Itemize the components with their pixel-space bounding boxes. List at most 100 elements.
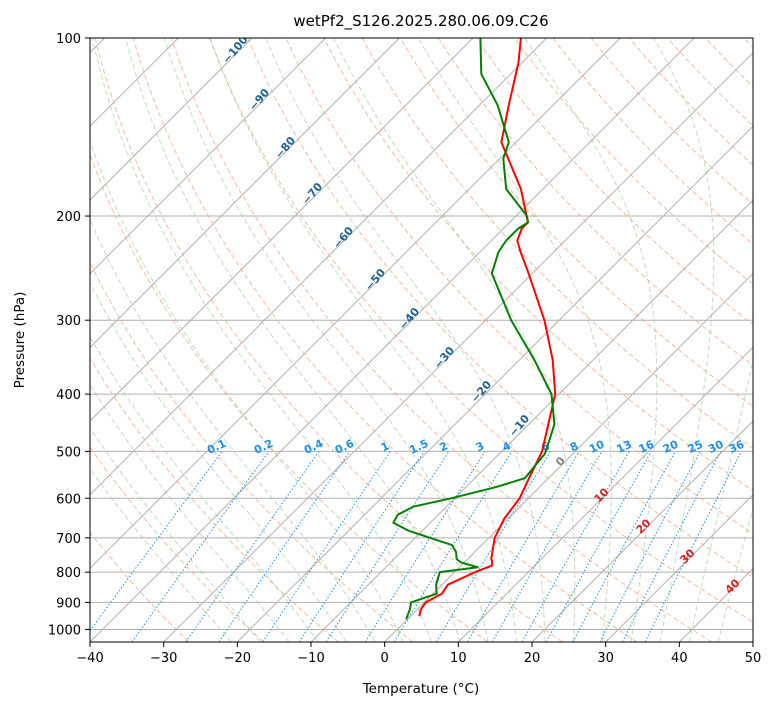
isotherm-line	[90, 38, 548, 496]
dry-adiabat-line	[247, 38, 753, 578]
y-tick-label: 900	[56, 596, 81, 611]
y-tick-label: 300	[56, 314, 81, 329]
x-tick-label: −40	[76, 651, 103, 666]
skewed-isotherms	[90, 38, 753, 642]
mixing-ratio-line	[545, 451, 652, 642]
x-tick-label: 50	[745, 651, 762, 666]
moist-adiabat-line	[688, 356, 753, 642]
moist-adiabat-line	[90, 467, 232, 642]
isotherm-line	[384, 272, 753, 642]
mixing-ratio-lines	[90, 451, 742, 642]
mixing-ratio-line	[521, 451, 630, 642]
moist-adiabat-line	[90, 427, 261, 642]
mixing-ratio-line	[599, 451, 701, 642]
mixing-ratio-label: 13	[615, 438, 634, 456]
moist-adiabat-line	[91, 38, 432, 642]
isotherm-line	[90, 38, 474, 422]
mixing-ratio-line	[185, 451, 320, 642]
moist-adiabat-line	[163, 38, 489, 642]
moist-adiabat-line	[333, 38, 576, 642]
x-tick-label: 10	[450, 651, 467, 666]
dry-adiabat-line	[94, 38, 563, 642]
y-tick-label: 400	[56, 388, 81, 403]
moist-adiabat-line	[209, 38, 517, 642]
dry-adiabat-line	[323, 38, 753, 492]
moist-adiabat-line	[90, 218, 376, 642]
x-tick-label: 40	[671, 651, 688, 666]
mixing-ratio-line	[218, 451, 351, 642]
dry-adiabat-line	[90, 446, 264, 642]
mixing-ratio-line	[298, 451, 425, 642]
y-tick-label: 600	[56, 492, 81, 507]
moist-adiabat-line	[90, 383, 290, 642]
axes-frame	[89, 37, 754, 643]
dry-adiabat-line	[514, 38, 753, 285]
x-axis-label: Temperature (°C)	[362, 681, 480, 697]
isotherm-line	[457, 346, 753, 642]
isotherm-line	[90, 38, 400, 349]
mixing-ratio-line	[621, 451, 722, 642]
mixing-ratio-label: 20	[661, 438, 681, 456]
mixing-ratio-label: 36	[727, 438, 747, 456]
moist-adiabat-line	[524, 38, 658, 642]
x-tick-label: 20	[524, 651, 541, 666]
mixing-ratio-label: 10	[587, 438, 607, 456]
mixing-ratio-line	[131, 451, 270, 642]
mixing-ratio-label: 16	[637, 438, 657, 456]
dry-adiabat-line	[90, 153, 488, 642]
y-tick-label: 100	[56, 32, 81, 47]
y-tick-label: 1000	[48, 623, 81, 638]
mixing-ratio-line	[393, 451, 513, 642]
y-tick-label: 800	[56, 566, 81, 581]
dry-adiabat-line	[437, 38, 753, 366]
moist-adiabat-line	[125, 38, 461, 642]
moist-adiabat-line	[717, 506, 753, 642]
mixing-ratio-line	[90, 451, 223, 632]
y-axis-ticks: 100 200 300 400 500 600 700 800 900 1000	[48, 32, 90, 638]
mixing-ratio-line	[325, 451, 450, 642]
chart-title: wetPf2_S126.2025.280.06.09.C26	[293, 12, 548, 31]
isotherm-line	[163, 51, 753, 642]
moist-adiabat-line	[90, 281, 347, 642]
dry-adiabat-line	[399, 38, 753, 408]
mixing-ratio-label: 25	[686, 438, 705, 456]
y-axis-label: Pressure (hPa)	[12, 292, 28, 389]
x-axis-ticks: −40 −30 −20 −10 0 10 20 30 40 50	[76, 642, 761, 666]
x-tick-label: −30	[150, 651, 177, 666]
temperature-profile-line	[418, 38, 557, 617]
isotherm-line	[90, 38, 253, 201]
mixing-ratio-line	[262, 451, 391, 642]
dry-adiabat-line	[90, 261, 414, 642]
moist-adiabat-line	[90, 139, 404, 642]
x-tick-label: 0	[381, 651, 389, 666]
y-tick-label: 200	[56, 210, 81, 225]
sounding-profiles	[392, 38, 557, 620]
dry-adiabat-line	[209, 38, 753, 623]
mixing-ratio-line	[435, 451, 552, 642]
moist-adiabat-line	[653, 38, 715, 642]
isotherm-line	[605, 493, 753, 642]
isotherm-line	[90, 38, 327, 275]
mixing-ratio-line	[644, 451, 742, 642]
plot-area: 0.1 0.2 0.4 0.6 1 1.5 2 3 4 6 8 10 13 16 20 25 30 36−100−…	[90, 38, 753, 642]
isobar-gridlines	[90, 38, 753, 630]
moist-adiabat-line	[90, 335, 319, 642]
mixing-ratio-line	[364, 451, 486, 642]
mixing-ratio-label: 30	[706, 438, 726, 456]
moist-adiabats	[90, 38, 753, 642]
x-tick-label: 30	[597, 651, 614, 666]
dry-adiabat-line	[90, 531, 190, 642]
x-tick-label: −10	[297, 651, 324, 666]
isotherm-line	[90, 38, 695, 642]
dry-adiabat-line	[132, 38, 638, 642]
isotherm-line	[531, 420, 753, 642]
moist-adiabat-line	[417, 38, 612, 642]
isotherm-line	[236, 125, 753, 642]
mixing-ratio-line	[572, 451, 676, 642]
x-tick-label: −20	[224, 651, 251, 666]
dewpoint-profile-line	[392, 38, 556, 620]
isotherm-line	[90, 38, 621, 570]
y-tick-label: 700	[56, 532, 81, 547]
